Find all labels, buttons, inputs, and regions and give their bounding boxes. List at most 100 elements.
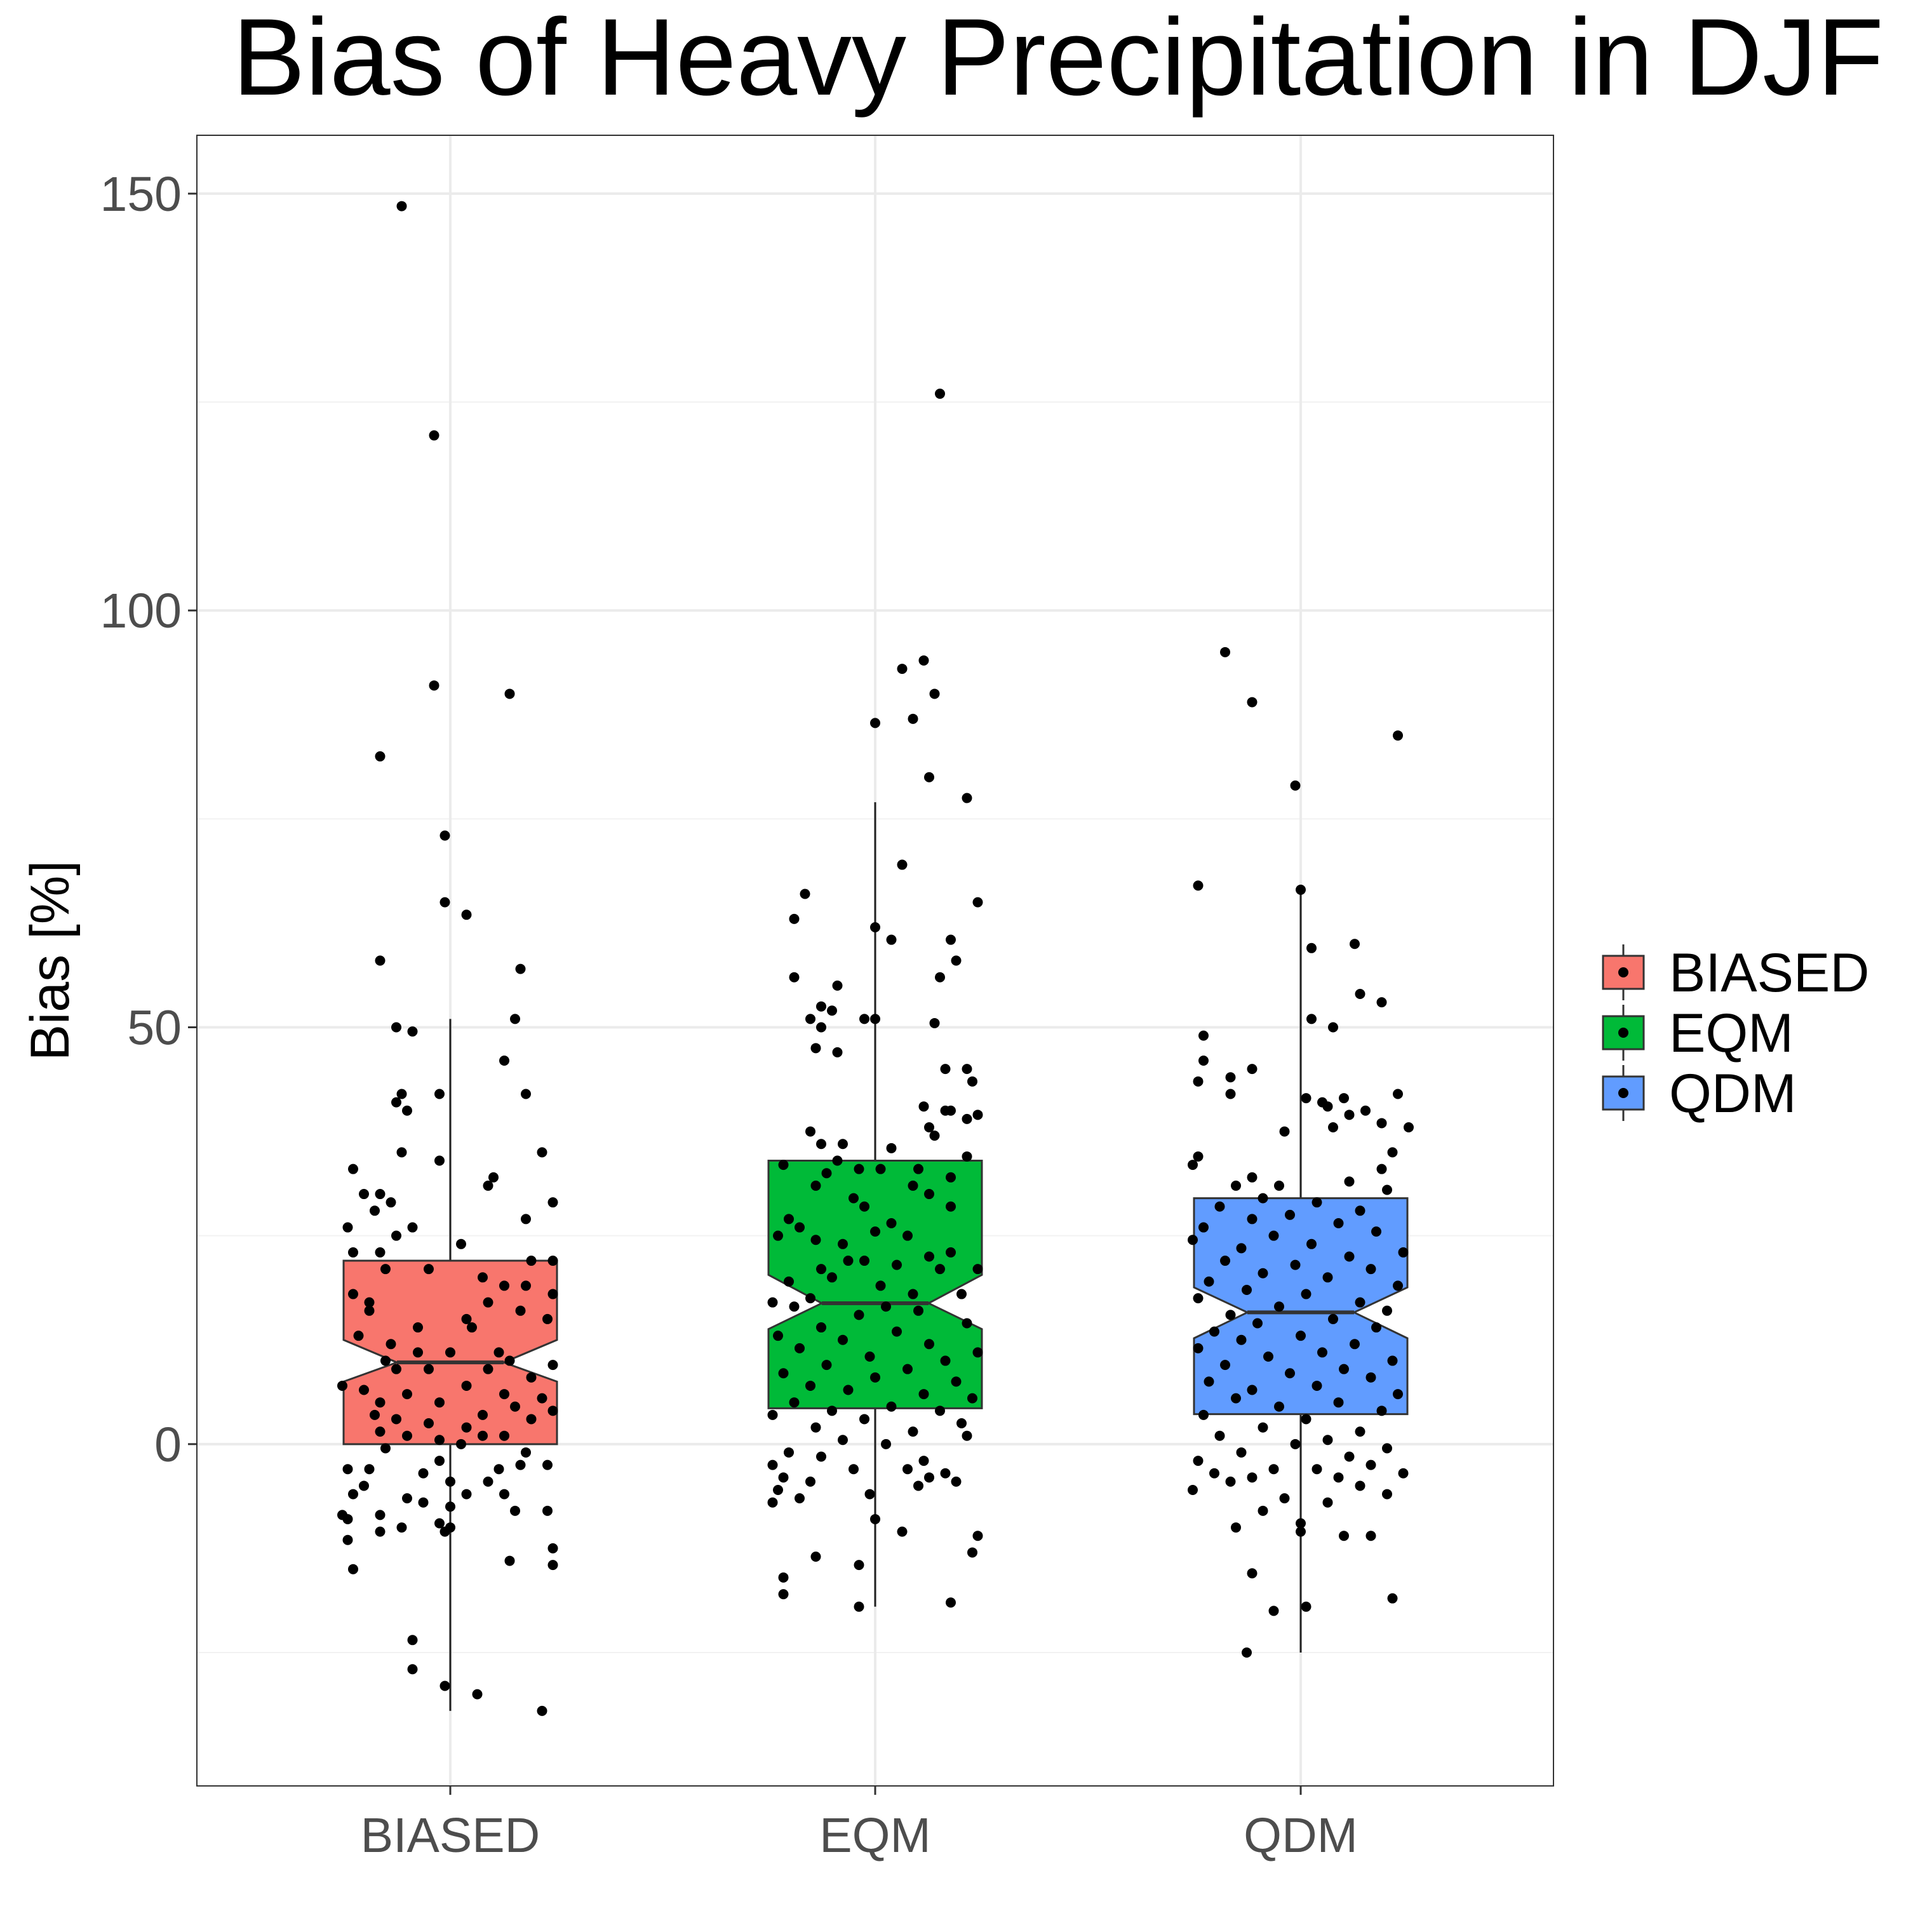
data-point xyxy=(521,1447,531,1458)
data-point xyxy=(902,1230,913,1241)
data-point xyxy=(1344,1110,1355,1120)
data-point xyxy=(510,1505,520,1516)
data-point xyxy=(375,1247,386,1258)
data-point xyxy=(1214,1201,1225,1212)
legend-key-point xyxy=(1618,967,1628,977)
data-point xyxy=(424,1264,434,1275)
data-point xyxy=(1371,1226,1381,1237)
data-point xyxy=(1306,943,1317,953)
data-point xyxy=(892,1259,902,1270)
data-point xyxy=(832,980,843,991)
data-point xyxy=(1339,1364,1349,1374)
data-point xyxy=(1247,1172,1258,1183)
data-point xyxy=(483,1364,493,1374)
data-point xyxy=(1258,1422,1268,1433)
data-point xyxy=(918,1456,929,1466)
y-tick-label: 0 xyxy=(154,1418,182,1472)
data-point xyxy=(951,1476,962,1487)
data-point xyxy=(537,1705,547,1716)
data-point xyxy=(342,1464,353,1475)
data-point xyxy=(821,1360,832,1371)
data-point xyxy=(913,1164,923,1174)
data-point xyxy=(1355,1426,1365,1437)
data-point xyxy=(810,1043,821,1054)
data-point xyxy=(972,1531,983,1541)
data-point xyxy=(375,1510,386,1520)
data-point xyxy=(1198,1030,1209,1041)
data-point xyxy=(1225,1089,1236,1099)
data-point xyxy=(1365,1531,1376,1541)
data-point xyxy=(1247,1385,1258,1395)
data-point xyxy=(1382,1184,1392,1195)
data-point xyxy=(424,1418,434,1429)
data-point xyxy=(778,1589,789,1600)
data-point xyxy=(816,1022,826,1033)
data-point xyxy=(870,1513,880,1524)
data-point xyxy=(359,1385,369,1395)
data-point xyxy=(908,1180,918,1191)
data-point xyxy=(493,1347,504,1358)
data-point xyxy=(1344,1176,1355,1187)
data-point xyxy=(859,1201,869,1212)
data-point xyxy=(521,1214,531,1224)
data-point xyxy=(773,1230,783,1241)
data-point xyxy=(402,1493,412,1504)
data-point xyxy=(353,1331,364,1341)
data-point xyxy=(897,664,908,674)
legend-label: BIASED xyxy=(1669,943,1869,1003)
data-point xyxy=(1328,1313,1338,1324)
data-point xyxy=(1198,1222,1209,1233)
data-point xyxy=(1382,1305,1392,1316)
data-point xyxy=(908,713,918,724)
data-point xyxy=(407,1222,418,1233)
data-point xyxy=(778,1160,789,1171)
data-point xyxy=(547,1197,558,1208)
x-tick-label: EQM xyxy=(819,1808,930,1863)
data-point xyxy=(1333,1472,1344,1483)
data-point xyxy=(816,1001,826,1012)
data-point xyxy=(1236,1334,1247,1345)
data-point xyxy=(1285,1209,1295,1220)
data-point xyxy=(1339,1093,1349,1104)
data-point xyxy=(1231,1180,1241,1191)
data-point xyxy=(929,1130,940,1141)
data-point xyxy=(935,388,945,399)
data-point xyxy=(935,1264,945,1275)
data-point xyxy=(499,1430,509,1441)
box-qdm xyxy=(1193,1197,1409,1416)
data-point xyxy=(1333,1397,1344,1408)
data-point xyxy=(396,1147,407,1158)
data-point xyxy=(946,1172,956,1183)
data-point xyxy=(1225,1476,1236,1487)
data-point xyxy=(391,1364,401,1374)
data-point xyxy=(784,1276,794,1287)
data-point xyxy=(429,430,439,441)
data-point xyxy=(1328,1022,1338,1033)
data-point xyxy=(832,1155,843,1166)
data-point xyxy=(396,1522,407,1533)
data-point xyxy=(1198,1056,1209,1066)
data-point xyxy=(1350,939,1360,949)
data-point xyxy=(1344,1251,1355,1262)
data-point xyxy=(504,1555,515,1566)
data-point xyxy=(946,934,956,945)
data-point xyxy=(1301,1289,1311,1299)
data-point xyxy=(1231,1393,1241,1404)
data-point xyxy=(1365,1264,1376,1275)
data-point xyxy=(1204,1276,1214,1287)
data-point xyxy=(1306,1014,1317,1024)
data-point xyxy=(402,1105,412,1116)
data-point xyxy=(1387,1355,1398,1366)
data-point xyxy=(827,1405,837,1416)
data-point xyxy=(1371,1322,1381,1333)
data-point xyxy=(838,1139,848,1150)
data-point xyxy=(843,1385,854,1395)
data-point xyxy=(795,1222,805,1233)
data-point xyxy=(542,1505,553,1516)
data-point xyxy=(962,1064,972,1075)
data-point xyxy=(784,1214,794,1224)
data-point xyxy=(499,1489,509,1499)
y-axis-label: Bias [%] xyxy=(20,861,81,1061)
data-point xyxy=(962,1113,972,1124)
data-point xyxy=(499,1389,509,1400)
